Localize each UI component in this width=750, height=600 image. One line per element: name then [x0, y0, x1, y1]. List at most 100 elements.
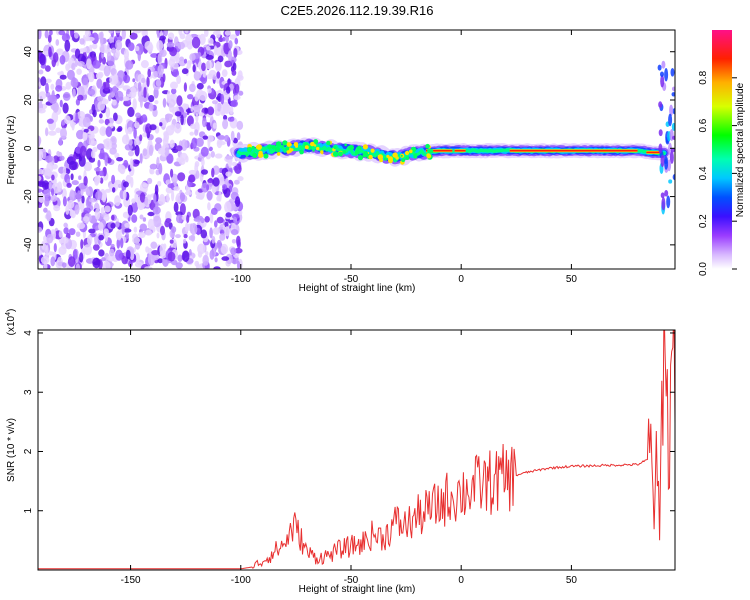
heatmap-cell [49, 95, 57, 104]
heatmap-cell [46, 118, 54, 124]
heatmap-cell [183, 234, 188, 239]
heatmap-cell [153, 87, 159, 99]
heatmap-cell [362, 144, 368, 150]
heatmap-cell [156, 40, 164, 52]
heatmap-cell [48, 46, 52, 58]
heatmap-cell [153, 193, 157, 204]
heatmap-cell [79, 145, 87, 158]
heatmap-cell [222, 119, 229, 130]
heatmap-cell [51, 188, 55, 196]
heatmap-cell [299, 149, 304, 155]
heatmap-cell [236, 260, 241, 269]
heatmap-cell [231, 229, 239, 236]
heatmap-cell [212, 75, 218, 80]
heatmap-cell [364, 151, 368, 156]
heatmap-cell [142, 183, 149, 188]
heatmap-cell [38, 175, 42, 181]
heatmap-cell [88, 197, 97, 203]
heatmap-cell [96, 143, 105, 151]
heatmap-cell [194, 161, 200, 168]
heatmap-cell [234, 179, 240, 185]
heatmap-cell [156, 232, 160, 239]
heatmap-cell [225, 212, 232, 218]
heatmap-cell [392, 152, 398, 158]
snr-line [38, 330, 675, 570]
heatmap-cell [197, 243, 206, 255]
heatmap-cell [220, 243, 229, 255]
heatmap-cell [200, 229, 208, 239]
heatmap-cell [207, 37, 214, 45]
heatmap-cell [78, 175, 82, 180]
heatmap-cell [111, 214, 115, 221]
heatmap-cell [92, 43, 98, 50]
snr-y-tick-label: 3 [23, 389, 34, 395]
heatmap-cell [155, 137, 163, 144]
heatmap-cell [38, 193, 46, 203]
heatmap-cell [142, 217, 147, 222]
heatmap-cell [38, 136, 41, 148]
heatmap-cell [357, 155, 364, 161]
heatmap-cell [98, 119, 105, 124]
heatmap-cell [224, 201, 232, 214]
heatmap-cell [62, 91, 71, 101]
heatmap-cell [313, 144, 317, 147]
heatmap-cell [61, 119, 66, 126]
heatmap-cell [154, 100, 159, 105]
heatmap-cell [99, 148, 105, 160]
heatmap-cell [138, 202, 146, 209]
heatmap-cell [107, 254, 115, 262]
heatmap-cell [135, 112, 141, 119]
heatmap-cell [201, 62, 206, 72]
heatmap-cell [171, 226, 177, 234]
heatmap-cell [668, 179, 673, 184]
heatmap-cell [134, 136, 139, 148]
heatmap-cell [148, 103, 154, 112]
heatmap-cell [185, 34, 193, 45]
heatmap-cell [198, 112, 205, 117]
snr-frame [37, 329, 676, 571]
heatmap-cell [137, 49, 142, 62]
heatmap-cell [172, 62, 179, 70]
heatmap-cell [225, 35, 229, 43]
colorbar-label: Normalized spectral amplitude [735, 82, 746, 217]
heatmap-cell [667, 159, 672, 172]
heatmap-cell [310, 141, 315, 147]
heatmap-cell [377, 154, 384, 160]
heatmap-cell [228, 198, 235, 204]
snr-x-tick-label: 50 [566, 575, 578, 586]
heatmap-cell [59, 155, 65, 161]
heatmap-cell [104, 155, 108, 167]
heatmap-cell [74, 59, 79, 67]
heatmap-cell [120, 237, 124, 249]
heatmap-cell [251, 145, 255, 150]
heatmap-cell [133, 226, 138, 233]
heatmap-cell [425, 143, 430, 149]
heatmap-cell [183, 58, 188, 64]
heatmap-cell [127, 204, 133, 216]
snr-series [38, 330, 675, 570]
heatmap-cell [169, 239, 174, 244]
heatmap-cell [207, 106, 215, 116]
heatmap-cell [61, 33, 70, 42]
heatmap-cell [121, 223, 125, 235]
heatmap-cell [115, 249, 123, 261]
heatmap-cell [312, 149, 315, 152]
heatmap-cell [219, 229, 225, 235]
heatmap-cell [337, 151, 343, 157]
snr-scale-exp: 4 [5, 312, 12, 316]
heatmap-cell [48, 130, 57, 136]
heatmap-cell [660, 71, 664, 77]
heatmap-cell [110, 222, 116, 229]
heatmap-cell [162, 73, 166, 83]
snr-scale-label: (x104) [5, 309, 17, 336]
heatmap-cell [197, 51, 202, 58]
snr-y-label: SNR (10 * v/v) [6, 418, 17, 482]
heatmap-cell [38, 30, 42, 40]
heatmap-cell [75, 231, 81, 237]
heatmap-cell [657, 64, 662, 71]
heatmap-cell [230, 100, 238, 108]
heatmap-cell [96, 73, 100, 79]
heatmap-cell [63, 222, 68, 228]
heatmap-cell [111, 174, 116, 185]
heatmap-cell [173, 180, 177, 187]
